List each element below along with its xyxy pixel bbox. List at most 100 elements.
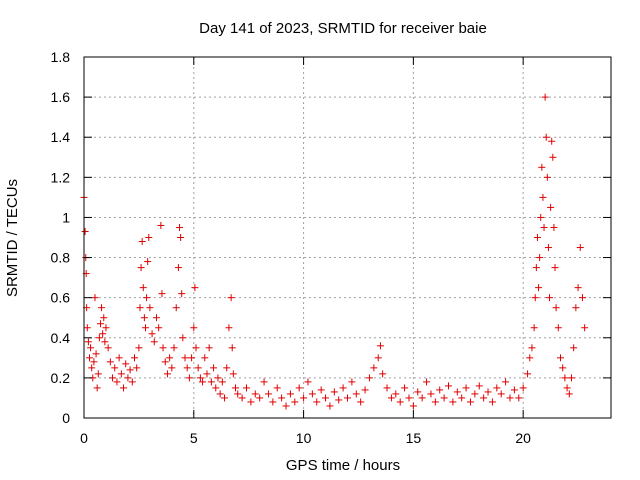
data-point — [95, 334, 103, 342]
data-point — [550, 223, 558, 231]
data-point — [201, 354, 209, 362]
data-point — [524, 370, 532, 378]
data-point — [141, 324, 149, 332]
y-tick-label: 1.4 — [51, 129, 71, 145]
data-point — [199, 378, 207, 386]
data-point — [159, 344, 167, 352]
data-point — [436, 386, 444, 394]
data-point — [541, 93, 549, 101]
data-point — [133, 364, 141, 372]
data-point — [178, 290, 186, 298]
data-point — [238, 394, 246, 402]
data-point — [104, 344, 112, 352]
data-point — [109, 374, 117, 382]
data-point — [535, 284, 543, 292]
y-tick-label: 0 — [62, 410, 70, 426]
data-point — [409, 402, 417, 410]
data-point — [542, 133, 550, 141]
data-point — [269, 398, 277, 406]
data-point — [192, 344, 200, 352]
data-point — [128, 378, 136, 386]
data-point — [506, 394, 514, 402]
data-point — [552, 304, 560, 312]
data-point — [152, 314, 160, 322]
data-point — [484, 388, 492, 396]
data-point — [348, 378, 356, 386]
data-point — [493, 384, 501, 392]
data-point — [379, 370, 387, 378]
data-point — [81, 227, 89, 235]
data-point — [212, 384, 220, 392]
data-point — [102, 324, 110, 332]
data-point — [84, 338, 92, 346]
data-point — [188, 354, 196, 362]
data-point — [431, 398, 439, 406]
data-point — [87, 344, 95, 352]
data-point — [581, 324, 589, 332]
data-point — [140, 314, 148, 322]
data-point — [538, 163, 546, 171]
data-point — [572, 304, 580, 312]
data-point — [322, 394, 330, 402]
data-point — [126, 366, 134, 374]
data-point — [191, 284, 199, 292]
data-point — [91, 294, 99, 302]
data-point — [497, 390, 505, 398]
data-point — [526, 354, 534, 362]
data-point — [185, 374, 193, 382]
data-point — [225, 324, 233, 332]
data-point — [574, 284, 582, 292]
x-tick-label: 10 — [296, 430, 312, 446]
data-point — [427, 390, 435, 398]
data-point — [549, 153, 557, 161]
data-point — [190, 324, 198, 332]
data-point — [177, 234, 185, 241]
data-point — [352, 390, 360, 398]
grid-lines — [84, 57, 611, 418]
data-point — [546, 294, 554, 302]
data-point — [556, 354, 564, 362]
data-point — [488, 398, 496, 406]
data-point — [515, 394, 523, 402]
data-point — [440, 394, 448, 402]
data-point — [158, 290, 166, 298]
data-point — [576, 244, 584, 252]
data-point — [115, 354, 123, 362]
y-tick-label: 1 — [62, 209, 70, 225]
data-point — [533, 234, 541, 241]
data-point — [157, 221, 165, 229]
data-point — [335, 396, 343, 404]
data-point — [536, 254, 544, 262]
data-point — [136, 304, 144, 312]
data-point — [300, 394, 308, 402]
data-point — [396, 398, 404, 406]
data-point — [392, 390, 400, 398]
data-point — [559, 364, 567, 372]
y-tick-label: 1.2 — [51, 169, 71, 185]
data-point — [179, 334, 187, 342]
data-point — [543, 173, 551, 181]
chart-title: Day 141 of 2023, SRMTID for receiver bai… — [199, 20, 487, 37]
data-point — [304, 378, 312, 386]
data-point — [120, 384, 128, 392]
data-point — [155, 324, 163, 332]
data-point — [85, 354, 93, 362]
data-point — [131, 354, 139, 362]
data-point — [528, 344, 536, 352]
data-point — [137, 264, 145, 272]
data-point — [376, 342, 384, 350]
data-point — [223, 364, 231, 372]
y-tick-label: 1.6 — [51, 89, 71, 105]
data-point — [218, 378, 226, 386]
y-tick-label: 0.6 — [51, 290, 71, 306]
data-point — [242, 384, 250, 392]
data-point — [344, 394, 351, 402]
data-point — [232, 384, 240, 392]
data-point — [176, 223, 184, 231]
data-point — [99, 330, 107, 338]
data-point — [563, 384, 571, 392]
data-point — [537, 213, 545, 221]
data-point — [111, 364, 119, 372]
data-point — [172, 304, 180, 312]
